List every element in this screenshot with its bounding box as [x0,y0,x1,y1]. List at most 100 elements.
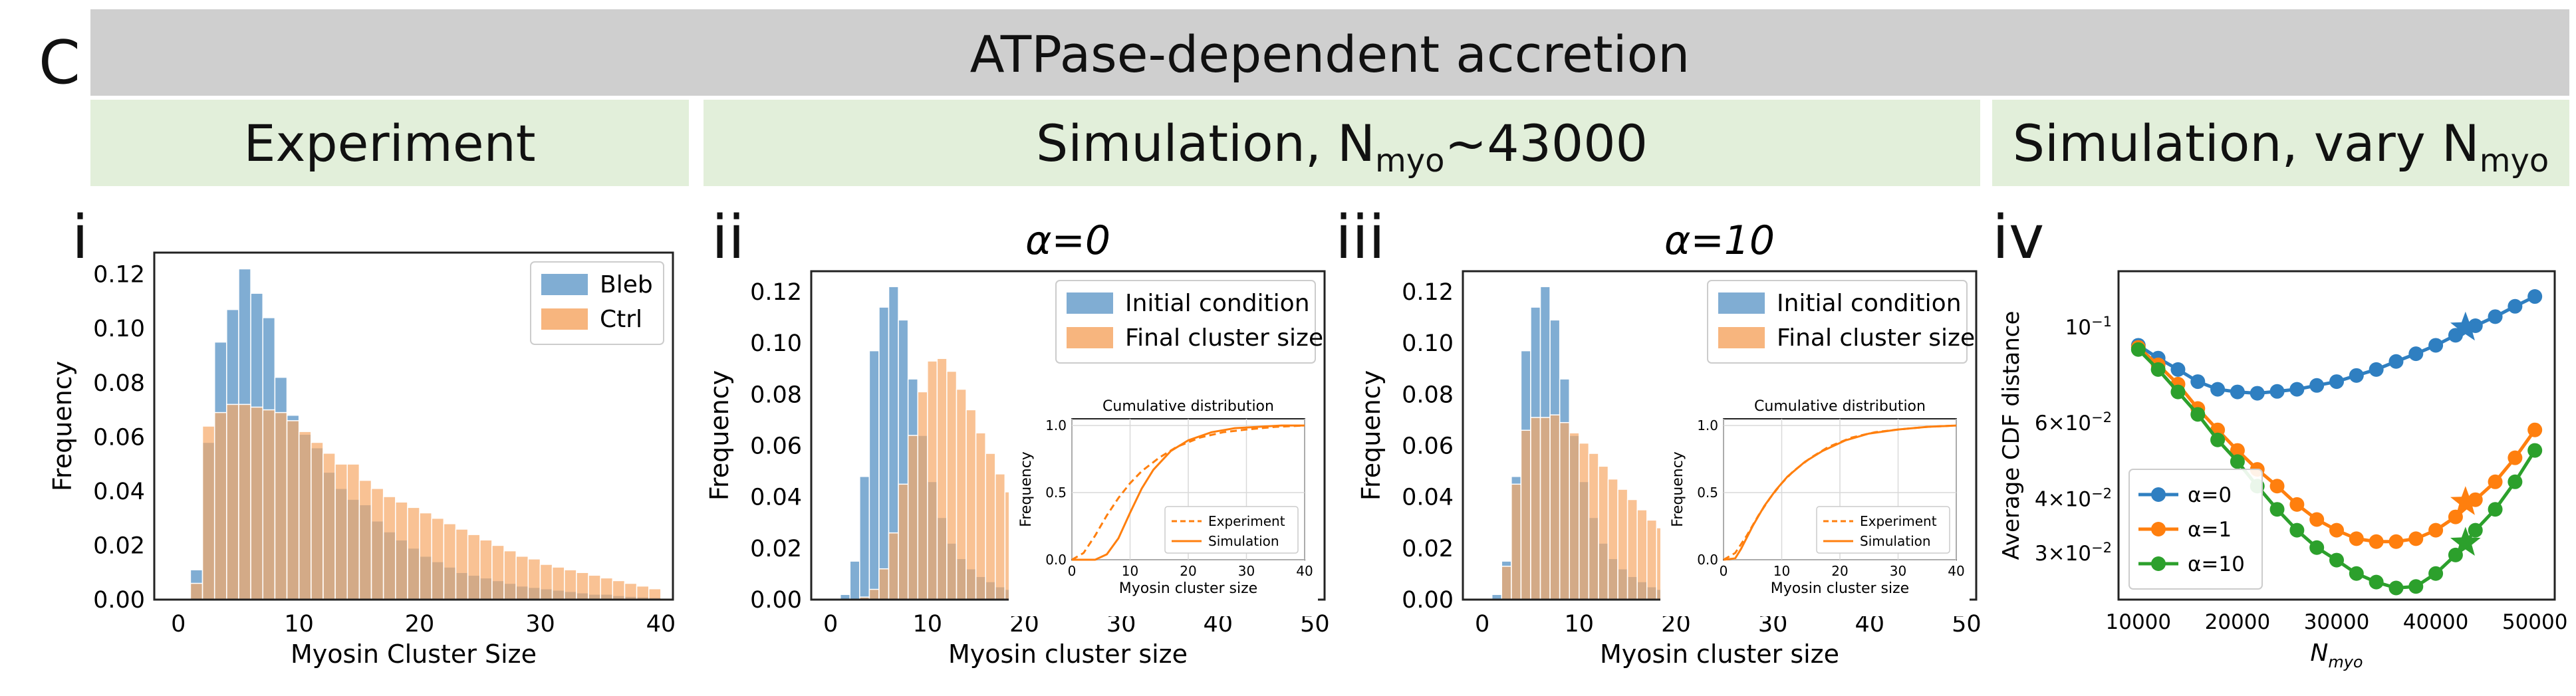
histogram-bar [491,544,505,600]
histogram-bar [624,582,638,600]
y-tick-label: 3×10−2 [2035,540,2112,566]
y-tick-label: 0.00 [93,587,145,614]
histogram-bar [527,558,541,600]
histogram-bar [262,409,276,600]
data-point [2329,374,2344,390]
legend-label: α=1 [2188,518,2232,542]
data-point [2369,534,2384,549]
header-sim-base: Simulation, N [1036,114,1375,173]
header-sim-sub: myo [1375,142,1445,180]
histogram-bar [1626,499,1638,600]
data-point [2388,534,2404,549]
inset-title: Cumulative distribution [1102,398,1274,415]
data-point [2170,384,2186,400]
x-axis-label: Myosin cluster size [948,639,1188,669]
histogram-bar [190,582,203,600]
inset-cdf-line [1072,424,1305,561]
y-tick-label: 0.00 [750,587,802,614]
x-tick-label: 40000 [2403,610,2469,634]
histogram-bar [868,350,880,600]
histogram-bar [1520,429,1531,600]
inset-x-axis-label: Myosin cluster size [1119,580,1257,597]
legend-swatch [541,274,588,295]
histogram-bar [868,588,880,600]
data-point [2289,382,2305,397]
x-tick-label: 30000 [2304,610,2370,634]
inset-x-tick-label: 40 [1296,563,1313,579]
histogram-bar [878,306,890,600]
legend-swatch [1067,327,1113,348]
x-tick-label: 20 [405,611,435,638]
data-point [2289,522,2305,538]
header-vary: Simulation, vary Nmyo [1992,100,2569,186]
histogram-bar [927,360,938,600]
histogram-bar [849,560,860,600]
inset-y-tick-label: 1.0 [1045,417,1067,433]
y-axis-label: Frequency [48,361,77,491]
y-tick-label: 0.06 [1402,433,1454,459]
x-axis-label: Nmyo [2310,639,2363,671]
data-point [2527,289,2543,304]
chart-title: α=10 [1664,219,1775,264]
inset-legend-label: Simulation [1860,533,1931,549]
data-point [2230,443,2245,458]
data-point [2428,566,2444,581]
histogram-bar [1588,453,1599,600]
histogram-bar [648,588,662,600]
histogram-chart-i: 0.00 0.02 0.04 0.06 0.08 0.10 0.12 0 10 20 30 40 Myo… [48,251,676,669]
header-sim-tail: ~43000 [1444,114,1648,173]
legend-label: α=0 [2188,483,2232,507]
histogram-bar [898,483,909,600]
histogram-bar [588,574,601,600]
header-experiment: Experiment [90,100,689,186]
histogram-bar [936,358,948,600]
histogram-bar [455,528,469,600]
inset-x-tick-label: 20 [1180,563,1196,579]
histogram-bar [888,532,899,600]
inset-y-tick-label: 0.0 [1045,552,1067,568]
inset-y-tick-label: 0.5 [1045,485,1067,501]
legend-box [1707,280,1968,364]
histogram-bar [917,391,928,600]
banner-title: ATPase-dependent accretion [969,25,1690,84]
histogram-bar [576,572,589,600]
histogram-bar [1539,417,1551,600]
histogram-bar [1598,465,1609,600]
legend-label: Final cluster size [1777,324,1975,352]
panel-label-iii: iii [1335,203,1386,273]
inset-cdf-line [1071,424,1305,561]
inset-x-tick-label: 0 [1068,563,1077,579]
line-chart-iv: 10000 20000 30000 40000 50000 10−1 6×10−2 4×10−… [1998,270,2568,671]
data-point [2309,512,2325,527]
header-vary-text: Simulation, vary Nmyo [1992,118,2569,177]
inset-x-tick-label: 30 [1890,563,1906,579]
inset-x-tick-label: 10 [1122,563,1138,579]
histogram-bar [1511,483,1522,600]
star-marker [2450,526,2481,556]
x-tick-label: 50000 [2502,610,2568,634]
histogram-bar [213,411,227,600]
histogram-bar [334,463,348,600]
data-point [2408,531,2424,546]
x-axis-label: Myosin cluster size [1600,639,1839,669]
data-point [2488,502,2503,517]
data-point [2349,368,2364,383]
histogram-bar [322,453,336,600]
legend-marker [2151,522,2166,536]
panel-label-ii: ii [711,203,745,273]
data-point [2488,309,2503,324]
data-point [2230,454,2245,469]
histogram-chart-ii: 0.000.020.040.060.080.100.120 10 20 30 40 50M… [705,219,1330,669]
legend-box [1055,280,1316,364]
histogram-bar [431,517,445,600]
histogram-bar [563,569,577,600]
histogram-chart-iii: 0.000.020.040.060.080.100.120 10 20 30 40 50M… [1356,219,1982,669]
data-point [2329,522,2344,538]
data-point [2508,450,2523,465]
data-point [2269,502,2285,517]
histogram-bar [946,370,958,600]
histogram-bar [311,441,324,600]
header-vary-base: Simulation, vary N [2012,114,2480,173]
legend-swatch [1718,292,1765,314]
y-tick-label: 0.10 [93,316,145,342]
